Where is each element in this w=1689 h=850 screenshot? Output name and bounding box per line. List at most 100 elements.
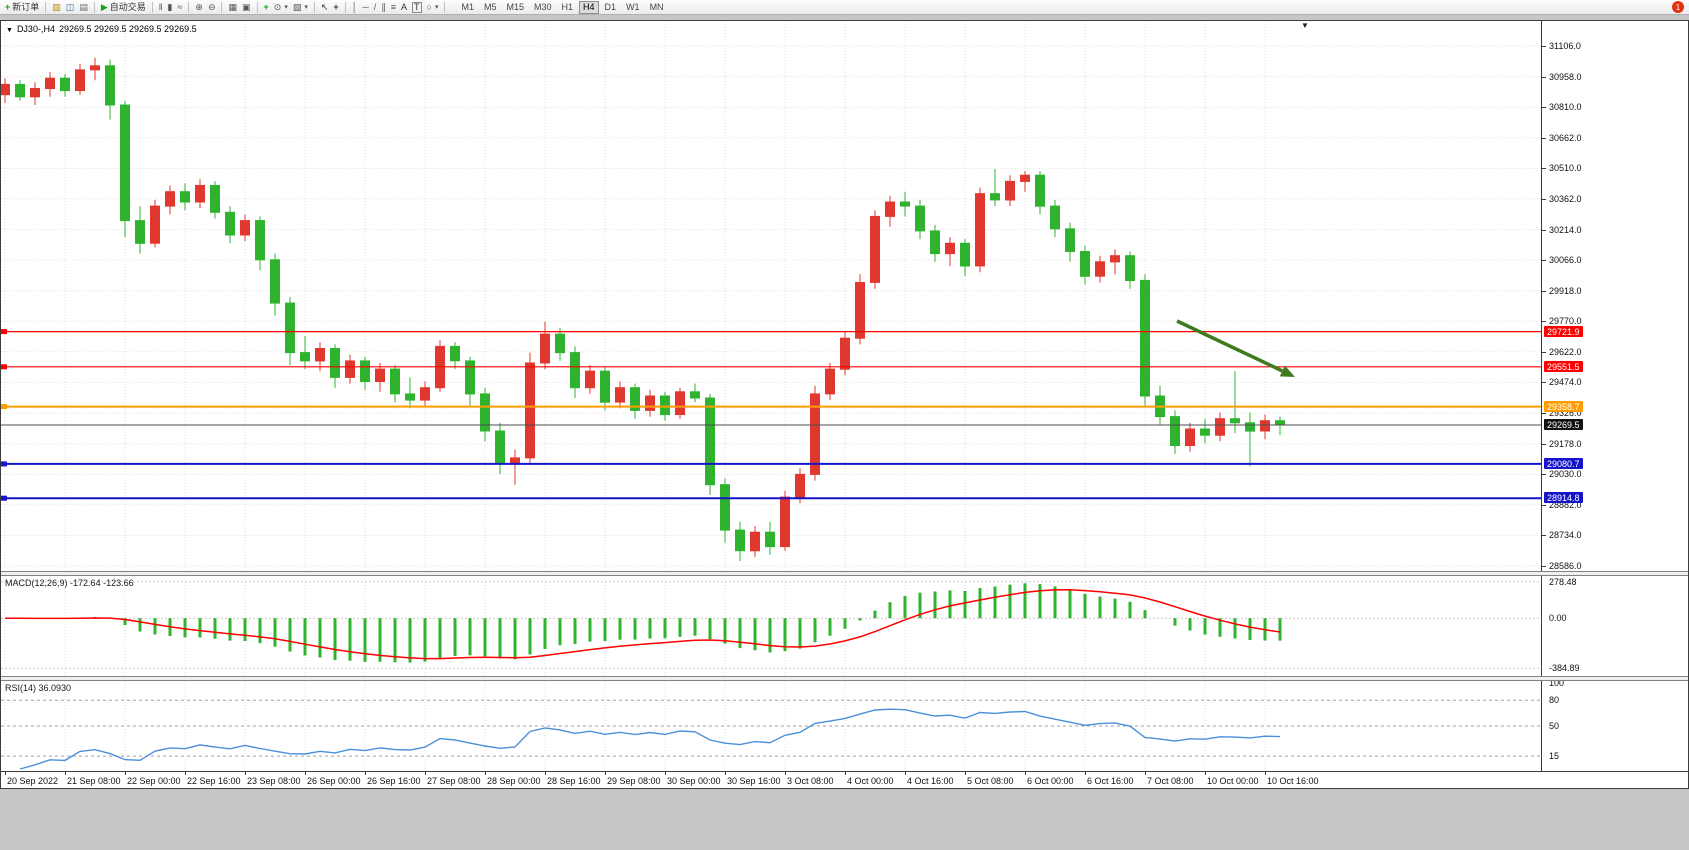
time-axis-label: 20 Sep 2022	[7, 776, 59, 786]
time-axis-label: 22 Sep 16:00	[187, 776, 241, 786]
pane-divider[interactable]	[1, 571, 1688, 576]
symbol-period-label: DJ30-,H4	[16, 24, 55, 34]
tile-windows-icon: ▦	[228, 1, 237, 12]
timeframe-d1-button[interactable]: D1	[601, 1, 621, 14]
navigator-button[interactable]: ◫	[64, 1, 77, 14]
time-axis-tick	[1145, 772, 1146, 775]
rsi-label: RSI(14) 36.0930	[5, 683, 71, 693]
price-axis-tick	[1542, 168, 1546, 169]
toolbar-separator	[93, 1, 95, 13]
main-chart-canvas[interactable]	[1, 21, 1541, 571]
level-price-tag: 29080.7	[1544, 458, 1583, 469]
time-axis-label: 6 Oct 00:00	[1027, 776, 1074, 786]
horizontal-line-tool-button[interactable]: ─	[360, 1, 370, 14]
candlestick-mode-button[interactable]: ▮	[165, 1, 174, 14]
terminal-button[interactable]: ▤	[77, 1, 90, 14]
zoom-out-button[interactable]: ⊖	[206, 1, 218, 14]
arrange-windows-button[interactable]: ▣	[240, 1, 253, 14]
timeframe-h1-button[interactable]: H1	[558, 1, 578, 14]
timeframe-mn-button[interactable]: MN	[646, 1, 668, 14]
trendline-tool-button[interactable]: /	[372, 1, 379, 14]
text-tool-button[interactable]: A	[399, 1, 409, 14]
time-axis-tick	[605, 772, 606, 775]
text-label-tool-button[interactable]: T	[410, 1, 424, 14]
time-axis-tick	[1025, 772, 1026, 775]
main-toolbar: + 新订单 ▥ ◫ ▤ ▶ 自动交易 ‖ ▮ ≈ ⊕ ⊖ ▦ ▣ + ⊙ ▾ ▧ ▾…	[0, 0, 1689, 15]
charts-button[interactable]: ▥	[50, 1, 63, 14]
tile-windows-button[interactable]: ▦	[226, 1, 239, 14]
text-icon: A	[400, 1, 407, 12]
templates-button[interactable]: ▧ ▾	[291, 1, 310, 14]
notification-badge-icon[interactable]: 1	[1672, 1, 1684, 13]
rsi-indicator-pane[interactable]: RSI(14) 36.0930	[1, 681, 1541, 771]
level-line-handle[interactable]	[1, 461, 7, 467]
macd-axis-label: 0.00	[1549, 613, 1567, 623]
zoom-in-button[interactable]: ⊕	[193, 1, 205, 14]
macd-axis-label: 278.48	[1549, 577, 1577, 587]
vertical-line-tool-button[interactable]: │	[350, 1, 360, 14]
price-axis-label: 29326.0	[1549, 408, 1582, 418]
price-axis-tick	[1542, 199, 1546, 200]
level-price-tag: 29551.5	[1544, 361, 1583, 372]
time-axis-tick	[785, 772, 786, 775]
price-axis-tick	[1542, 566, 1546, 567]
rsi-canvas[interactable]	[1, 681, 1541, 771]
clock-icon: ⊙	[273, 1, 282, 12]
text-label-icon: T	[412, 1, 422, 13]
level-line-handle[interactable]	[1, 329, 7, 335]
crosshair-tool-button[interactable]: +	[331, 1, 340, 14]
timeframe-w1-button[interactable]: W1	[622, 1, 644, 14]
macd-histogram-layer	[18, 583, 1282, 663]
trend-arrow-annotation[interactable]	[1176, 319, 1295, 377]
fibonacci-tool-button[interactable]: ≡	[389, 1, 398, 14]
time-axis-label: 26 Sep 00:00	[307, 776, 361, 786]
timeframe-m1-button[interactable]: M1	[457, 1, 478, 14]
time-axis-tick	[725, 772, 726, 775]
price-axis-label: 29030.0	[1549, 469, 1582, 479]
time-axis-label: 4 Oct 00:00	[847, 776, 894, 786]
indicators-button[interactable]: +	[262, 1, 271, 14]
time-axis-label: 4 Oct 16:00	[907, 776, 954, 786]
price-axis-tick	[1542, 535, 1546, 536]
new-order-button[interactable]: + 新订单	[3, 1, 41, 14]
time-axis-label: 21 Sep 08:00	[67, 776, 121, 786]
time-axis-label: 23 Sep 08:00	[247, 776, 301, 786]
price-axis-label: 28734.0	[1549, 530, 1582, 540]
macd-indicator-pane[interactable]: MACD(12,26,9) -172.64 -123.66	[1, 576, 1541, 676]
grid-layer	[1, 21, 1541, 571]
line-chart-mode-button[interactable]: ≈	[175, 1, 184, 14]
timeframe-m5-button[interactable]: M5	[480, 1, 501, 14]
cursor-icon: ↖	[320, 1, 329, 12]
shapes-tool-button[interactable]: ○ ▾	[425, 1, 441, 14]
timeframe-m15-button[interactable]: M15	[502, 1, 528, 14]
candlestick-icon: ▮	[167, 1, 173, 12]
price-axis[interactable]: 31106.0 30958.0 30810.0 30662.0 30510.0 30362…	[1541, 21, 1688, 771]
timeframe-m30-button[interactable]: M30	[530, 1, 556, 14]
level-line-handle[interactable]	[1, 404, 7, 410]
periods-button[interactable]: ⊙ ▾	[272, 1, 290, 14]
level-line-handle[interactable]	[1, 495, 7, 501]
rsi-axis-label: 100	[1549, 678, 1565, 688]
toolbar-separator	[313, 1, 315, 13]
pane-divider[interactable]	[1, 676, 1688, 681]
macd-canvas[interactable]	[1, 576, 1541, 676]
autotrading-button[interactable]: ▶ 自动交易	[99, 1, 148, 14]
time-axis-label: 30 Sep 00:00	[667, 776, 721, 786]
cursor-tool-button[interactable]: ↖	[319, 1, 331, 14]
price-axis-label: 28586.0	[1549, 561, 1582, 571]
autotrading-icon: ▶	[100, 1, 108, 12]
time-axis-tick	[305, 772, 306, 775]
bar-chart-mode-button[interactable]: ‖	[157, 1, 165, 14]
time-axis[interactable]: 20 Sep 2022 21 Sep 08:00 22 Sep 00:00 22 Se…	[1, 771, 1688, 788]
channel-tool-button[interactable]: ∥	[379, 1, 388, 14]
price-chart-pane[interactable]: ▼ DJ30-,H4 29269.5 29269.5 29269.5 29269.5…	[1, 21, 1541, 571]
time-axis-label: 28 Sep 16:00	[547, 776, 601, 786]
level-line-handle[interactable]	[1, 364, 7, 370]
chart-shift-marker-icon[interactable]: ▼	[1301, 21, 1309, 30]
price-axis-label: 29770.0	[1549, 316, 1582, 326]
timeframe-h4-button[interactable]: H4	[579, 0, 599, 14]
rsi-axis-label: 50	[1549, 721, 1560, 731]
price-axis-tick	[1542, 413, 1546, 414]
trendline-icon: /	[373, 1, 377, 12]
